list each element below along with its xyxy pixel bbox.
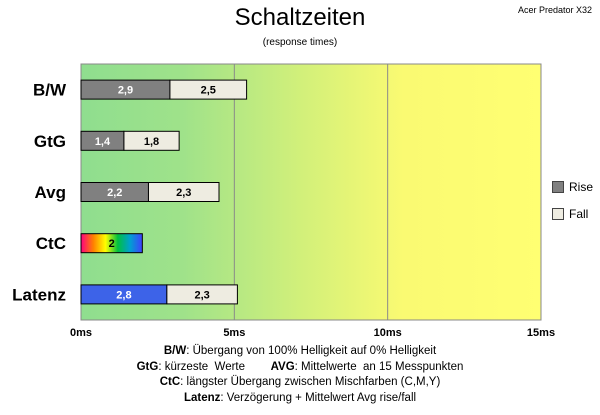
note-ctc: CtC: längster Übergang zwischen Mischfar… bbox=[159, 376, 441, 388]
legend-item-fall: Fall bbox=[552, 205, 593, 223]
legend-swatch-fall bbox=[552, 208, 564, 220]
x-tick-labels: 0ms 5ms 10ms 15ms bbox=[70, 327, 555, 339]
x-tick-label: 10ms bbox=[374, 327, 402, 339]
legend-label-rise: Rise bbox=[569, 180, 594, 194]
bars-group: 2,9 2,5 1,4 1,8 2,2 2,3 2 2,8 2,3 bbox=[80, 79, 248, 305]
x-tick-label: 15ms bbox=[527, 327, 555, 339]
response-time-chart: 2,9 2,5 1,4 1,8 2,2 2,3 2 2,8 2,3 B/W GtG Avg CtC La… bbox=[12, 63, 555, 339]
data-label: 1,4 bbox=[95, 136, 111, 148]
data-label: 2,8 bbox=[116, 289, 131, 301]
category-label: Avg bbox=[35, 183, 67, 202]
bar-rise bbox=[80, 233, 143, 254]
category-label: CtC bbox=[36, 234, 66, 253]
data-label: 2,9 bbox=[118, 85, 133, 97]
monitor-model-label: Acer Predator X32 bbox=[517, 5, 592, 15]
category-label: B/W bbox=[33, 81, 67, 100]
category-label: Latenz bbox=[12, 285, 66, 304]
x-tick-label: 0ms bbox=[70, 327, 92, 339]
data-label: 2 bbox=[109, 238, 115, 250]
note-gtg-avg: GtG: kürzeste Werte AVG: Mittelwerte an … bbox=[136, 360, 464, 373]
data-label: 2,5 bbox=[201, 85, 216, 97]
chart-notes: B/W: Übergang von 100% Helligkeit auf 0%… bbox=[0, 344, 600, 406]
bar-fall bbox=[147, 182, 220, 202]
legend-label-fall: Fall bbox=[569, 207, 589, 221]
category-labels: B/W GtG Avg CtC Latenz bbox=[12, 81, 67, 305]
data-label: 2,3 bbox=[176, 187, 191, 199]
legend: Rise Fall bbox=[552, 178, 593, 232]
data-label: 2,2 bbox=[107, 187, 122, 199]
legend-swatch-rise bbox=[552, 181, 564, 193]
data-label: 2,3 bbox=[194, 289, 209, 301]
bar-fall bbox=[169, 79, 248, 100]
chart-title: Schaltzeiten bbox=[234, 4, 366, 31]
data-label: 1,8 bbox=[144, 136, 159, 148]
note-latenz: Latenz: Verzögerung + Mittelwert Avg ris… bbox=[183, 391, 417, 404]
note-bw: B/W: Übergang von 100% Helligkeit auf 0%… bbox=[163, 345, 437, 357]
x-tick-label: 5ms bbox=[223, 327, 245, 339]
legend-item-rise: Rise bbox=[552, 178, 593, 196]
bar-fall bbox=[166, 284, 238, 305]
bar-fall bbox=[123, 130, 180, 151]
category-label: GtG bbox=[34, 132, 66, 151]
grid-lines bbox=[233, 64, 389, 320]
chart-subtitle: (response times) bbox=[262, 37, 338, 48]
